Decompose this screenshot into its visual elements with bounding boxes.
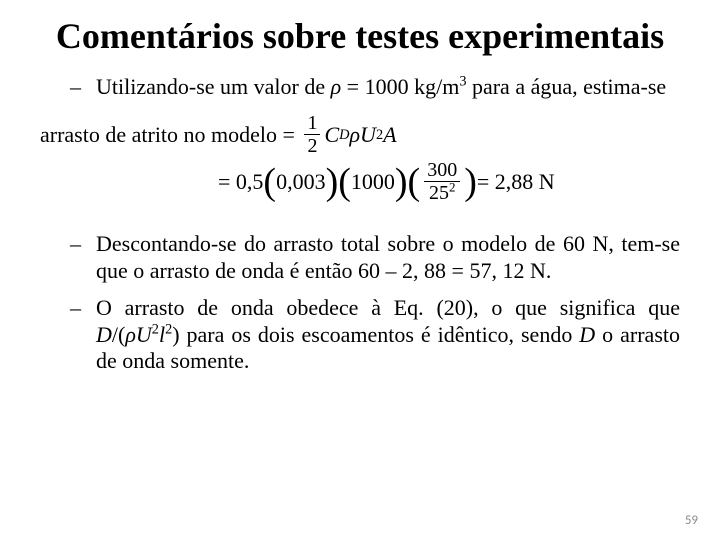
page-number: 59 bbox=[685, 513, 698, 528]
eq-rho: ρ bbox=[349, 122, 360, 148]
lparen-2: ( bbox=[338, 171, 351, 194]
b3-D2: D bbox=[579, 322, 595, 347]
bullet-3: O arrasto de onda obedece à Eq. (20), o … bbox=[70, 295, 680, 375]
b3-D: D bbox=[96, 322, 112, 347]
bullet-list-bottom: Descontando-se do arrasto total sobre o … bbox=[70, 231, 680, 375]
eq-a: A bbox=[383, 122, 396, 148]
eq-cd: C bbox=[324, 122, 339, 148]
bullet-3-pre: O arrasto de onda obedece à Eq. (20), o … bbox=[96, 295, 680, 320]
den-base: 25 bbox=[429, 182, 449, 204]
bullet-1-pre: Utilizando-se um valor de bbox=[96, 74, 331, 99]
bullet-1: Utilizando-se um valor de ρ = 1000 kg/m3… bbox=[70, 74, 680, 101]
eq-frac-num: 1 bbox=[304, 113, 320, 135]
eq-equals: = bbox=[277, 122, 300, 148]
bullet-list-top: Utilizando-se um valor de ρ = 1000 kg/m3… bbox=[70, 74, 680, 101]
eq2-result: = 2,88 N bbox=[477, 169, 555, 195]
b3-Upow: 2 bbox=[152, 321, 159, 337]
b3-rho: ρ bbox=[125, 322, 136, 347]
b3-slash: /( bbox=[112, 322, 125, 347]
eq-frac-half: 1 2 bbox=[304, 113, 320, 156]
rparen-2: ) bbox=[395, 171, 408, 194]
eq2-c1: 0,5 bbox=[236, 169, 264, 195]
lparen-1: ( bbox=[263, 171, 276, 194]
eq2-rho: 1000 bbox=[351, 169, 395, 195]
eq2-eq: = bbox=[218, 169, 236, 195]
bullet-1-post: para a água, estima-se bbox=[466, 74, 666, 99]
b3-U: U bbox=[136, 322, 152, 347]
bullet-1-mid: = 1000 kg/m bbox=[341, 74, 459, 99]
eq2-area-den: 252 bbox=[426, 182, 459, 203]
eq2-cd: 0,003 bbox=[276, 169, 326, 195]
slide: Comentários sobre testes experimentais U… bbox=[0, 0, 720, 540]
equation-line-2: = 0,5 ( 0,003 ) ( 1000 ) ( 300 252 ) = 2… bbox=[40, 160, 680, 203]
lparen-3: ( bbox=[408, 171, 421, 194]
eq-frac-den: 2 bbox=[304, 135, 320, 156]
rparen-1: ) bbox=[326, 171, 339, 194]
slide-title: Comentários sobre testes experimentais bbox=[40, 16, 680, 56]
bullet-2-text: Descontando-se do arrasto total sobre o … bbox=[96, 231, 680, 283]
eq-u: U bbox=[360, 122, 376, 148]
equation-block: arrasto de atrito no modelo = 1 2 CD ρ U… bbox=[40, 113, 680, 203]
equation-line-1: arrasto de atrito no modelo = 1 2 CD ρ U… bbox=[40, 113, 680, 156]
rparen-3: ) bbox=[464, 171, 477, 194]
den-pow: 2 bbox=[449, 179, 456, 194]
eq-lhs: arrasto de atrito no modelo bbox=[40, 122, 277, 148]
spacer bbox=[40, 207, 680, 231]
eq2-area-frac: 300 252 bbox=[424, 160, 460, 203]
b3-close: ) bbox=[172, 322, 179, 347]
bullet-2: Descontando-se do arrasto total sobre o … bbox=[70, 231, 680, 285]
rho-symbol: ρ bbox=[331, 74, 342, 99]
b3-mid: para os dois escoamentos é idêntico, sen… bbox=[180, 322, 580, 347]
